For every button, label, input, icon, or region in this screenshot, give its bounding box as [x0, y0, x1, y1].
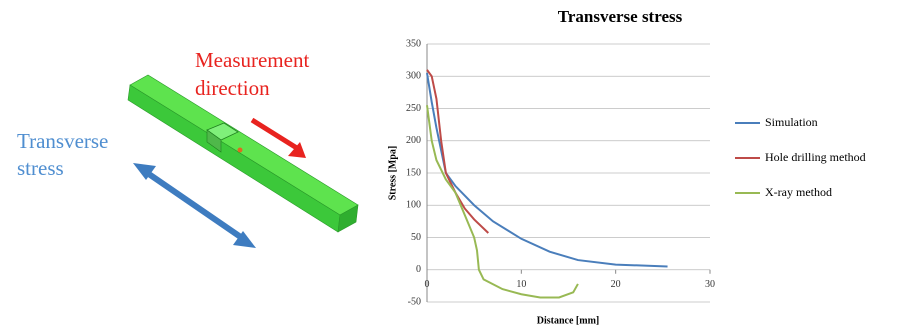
x-tick-label: 30	[705, 279, 715, 290]
y-axis-label: Stress [Mpa]	[387, 146, 398, 201]
annotation: direction	[195, 76, 270, 100]
figure: Measurement direction Transverse stress …	[0, 0, 909, 329]
legend-label: Hole drilling method	[765, 150, 866, 164]
annotation: stress	[17, 156, 64, 180]
y-tick-label: 250	[406, 103, 421, 114]
annotation: Measurement	[195, 48, 309, 72]
y-tick-label: 0	[416, 264, 421, 275]
legend-label: X-ray method	[765, 185, 832, 199]
legend-label: Simulation	[765, 115, 818, 129]
y-tick-label: 350	[406, 38, 421, 49]
x-axis-label: Distance [mm]	[537, 315, 599, 326]
y-tick-label: 50	[411, 232, 421, 243]
chart-title: Transverse stress	[558, 7, 683, 26]
page: {"illustration": {"measurement_label": […	[0, 0, 909, 329]
x-tick-label: 20	[611, 279, 621, 290]
x-tick-label: 10	[516, 279, 526, 290]
y-tick-label: 300	[406, 71, 421, 82]
y-tick-label: 200	[406, 135, 421, 146]
beam-illustration	[128, 75, 358, 248]
annotation: Transverse	[17, 129, 108, 153]
y-tick-label: 100	[406, 200, 421, 211]
x-tick-label: 0	[425, 279, 430, 290]
y-tick-label: -50	[408, 296, 421, 307]
series-line	[427, 105, 578, 297]
y-tick-label: 150	[406, 167, 421, 178]
